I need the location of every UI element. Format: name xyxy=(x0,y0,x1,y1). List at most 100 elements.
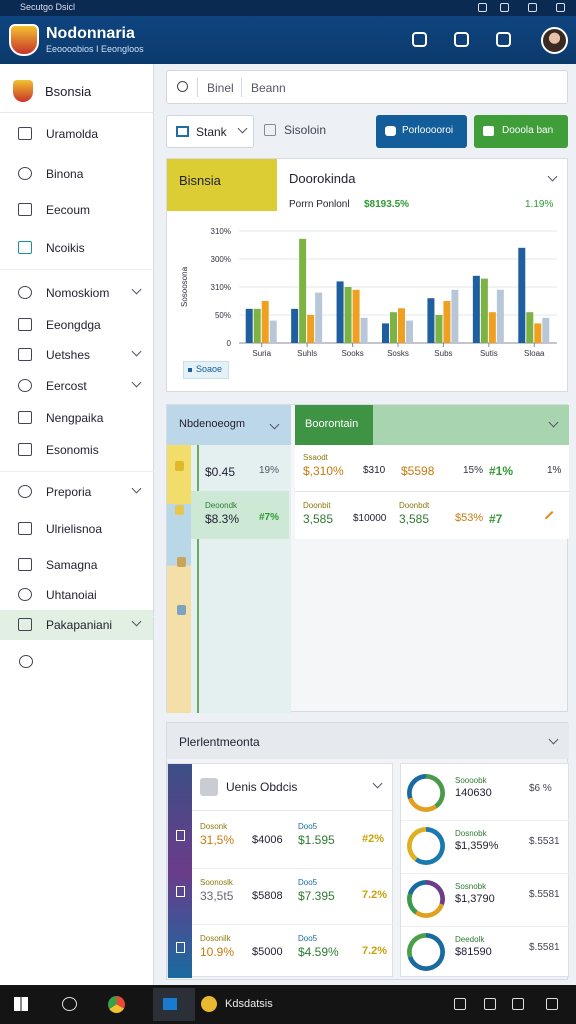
task-icon[interactable] xyxy=(163,998,177,1010)
panel-header: Uenis Obdcis xyxy=(226,780,298,794)
dropdown-label: Stank xyxy=(196,125,227,139)
donut-value: $1,3790 xyxy=(455,893,495,905)
row-divider xyxy=(401,873,570,874)
button-label: Porlooooroi xyxy=(402,125,454,136)
x-tick-label: Sooks xyxy=(341,349,363,358)
sidebar-brand: Bsonsia xyxy=(45,84,92,99)
sidebar-item[interactable]: Esonomis xyxy=(0,438,153,462)
legend-swatch xyxy=(188,368,192,372)
bar xyxy=(299,238,307,343)
x-tick-label: Sosks xyxy=(387,349,409,358)
row-divider xyxy=(192,868,394,869)
sidebar-label: Uetshes xyxy=(46,348,91,362)
sidebar-logo xyxy=(13,80,33,102)
cell: $0.45 xyxy=(205,465,236,479)
search-bar[interactable]: Binel Beann xyxy=(166,70,568,104)
bar xyxy=(261,301,269,343)
sidebar-label: Nomoskiom xyxy=(46,286,110,300)
donut xyxy=(407,774,445,812)
avatar[interactable] xyxy=(541,27,568,54)
start-icon[interactable] xyxy=(14,997,28,1011)
menu-icon xyxy=(18,558,32,571)
cell: $5598 xyxy=(401,464,435,478)
header-icon[interactable] xyxy=(454,32,469,47)
checkbox-label: Sisoloin xyxy=(284,123,327,137)
row-caption: Doo5 xyxy=(298,878,318,887)
sidebar-item[interactable]: Eercost xyxy=(0,374,153,398)
sidebar-label: Preporia xyxy=(46,485,92,499)
sidebar-label: Ulrielisnoa xyxy=(46,522,103,536)
sidebar-item[interactable]: Nomoskiom xyxy=(0,281,153,305)
row-caption: Soonoslk xyxy=(200,878,233,887)
sidebar-item[interactable]: Uhtanoiai xyxy=(0,583,153,607)
menu-icon xyxy=(18,203,32,216)
search-divider xyxy=(241,78,242,97)
sidebar-item[interactable]: Uetshes xyxy=(0,343,153,367)
cell: $310 xyxy=(363,465,386,476)
sidebar-active xyxy=(0,610,153,640)
status-icon xyxy=(500,3,509,12)
row-cell: $4.59% xyxy=(298,945,339,959)
cell: $,310% xyxy=(303,464,344,478)
right-rows xyxy=(295,445,569,539)
sidebar-item[interactable]: Nengpaika xyxy=(0,406,153,430)
cell: 15% xyxy=(463,465,484,476)
legend-chip[interactable]: Soaoe xyxy=(183,361,229,379)
chevron-icon xyxy=(131,377,142,388)
x-tick-label: Sutis xyxy=(480,349,498,358)
search-icon[interactable] xyxy=(62,997,77,1011)
bar xyxy=(435,315,443,343)
tray-icon[interactable] xyxy=(512,998,524,1010)
header-icon[interactable] xyxy=(496,32,511,47)
bar xyxy=(336,281,344,343)
y-tick-label: 0 xyxy=(227,339,232,348)
card-tab xyxy=(167,159,277,211)
donut-extra: $6 % xyxy=(529,783,552,794)
sidebar-item[interactable]: Samagna xyxy=(0,553,153,577)
row-highlight xyxy=(191,491,289,539)
list-card: Plerlentmeonta Uenis Obdcis Dosonk 31,5% $40… xyxy=(166,722,570,980)
secondary-button[interactable]: Dooola ban xyxy=(474,115,568,148)
sidebar-label: Binona xyxy=(46,167,84,181)
tray-icon[interactable] xyxy=(546,998,558,1010)
row-cell: $1.595 xyxy=(298,833,335,847)
bar xyxy=(352,289,360,343)
button-icon xyxy=(483,126,494,136)
donut-value: 140630 xyxy=(455,787,492,799)
metric-change: 1.19% xyxy=(525,199,554,210)
menu-icon xyxy=(18,241,32,254)
row-icon xyxy=(175,505,184,515)
app-icon[interactable] xyxy=(201,996,217,1012)
checkbox[interactable]: Sisoloin xyxy=(262,121,332,141)
menu-icon xyxy=(18,411,32,424)
row-value: 33,5t5 xyxy=(200,889,234,903)
cell: 19% xyxy=(259,465,280,476)
bar xyxy=(269,320,277,343)
tray-icon[interactable] xyxy=(454,998,466,1010)
header-icon[interactable] xyxy=(412,32,427,47)
bar xyxy=(526,312,534,343)
bar xyxy=(488,312,496,343)
bar xyxy=(472,275,480,343)
sidebar-item[interactable]: Eeongdga xyxy=(0,313,153,337)
status-icon xyxy=(528,3,537,12)
sidebar-item[interactable]: Eecoum xyxy=(0,198,153,222)
sidebar-item[interactable]: Uramolda xyxy=(0,122,153,146)
sidebar-item[interactable]: Pakapaniani xyxy=(0,613,153,637)
browser-icon[interactable] xyxy=(108,996,125,1013)
primary-button[interactable]: Porlooooroi xyxy=(376,115,467,148)
sidebar-item[interactable]: Binona xyxy=(0,162,153,186)
y-tick-label: 50% xyxy=(215,311,231,320)
row-cell: $4006 xyxy=(252,834,283,846)
menu-icon xyxy=(18,348,32,361)
tray-icon[interactable] xyxy=(484,998,496,1010)
sidebar-item[interactable]: Ncoikis xyxy=(0,236,153,260)
dropdown[interactable]: Stank xyxy=(166,115,254,148)
menu-icon xyxy=(18,318,32,331)
row-cell: 7.2% xyxy=(362,945,388,957)
sidebar-item[interactable]: Ulrielisnoa xyxy=(0,517,153,541)
chevron-icon xyxy=(372,778,383,789)
legend-label: Soaoe xyxy=(196,364,223,374)
sidebar-item[interactable]: Preporia xyxy=(0,480,153,504)
